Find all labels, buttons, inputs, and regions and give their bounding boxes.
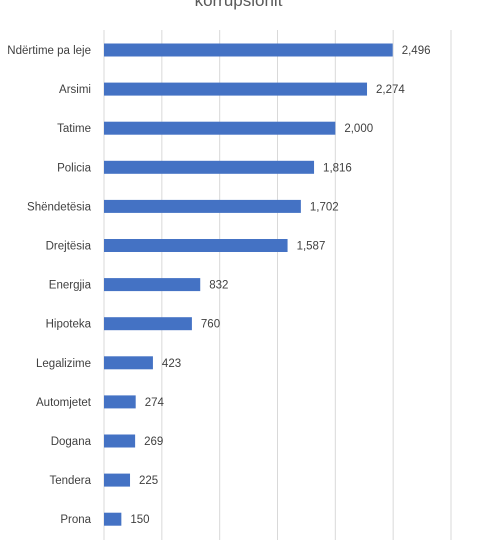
category-label: Prona <box>60 514 91 526</box>
bar <box>104 121 336 135</box>
value-label: 760 <box>201 319 220 331</box>
bar <box>104 82 368 96</box>
bar <box>104 160 315 174</box>
bar <box>104 43 393 57</box>
value-label: 2,496 <box>402 45 431 57</box>
chart-title: korrupsionit <box>194 0 283 10</box>
bar <box>104 278 201 292</box>
category-label: Dogana <box>51 436 92 448</box>
bar <box>104 473 131 487</box>
category-label: Hipoteka <box>46 319 92 331</box>
value-label: 1,702 <box>310 201 339 213</box>
value-label: 269 <box>144 436 163 448</box>
value-label: 274 <box>145 397 165 409</box>
category-label: Automjetet <box>36 397 92 409</box>
bar <box>104 356 153 370</box>
value-label: 1,587 <box>297 241 326 253</box>
category-label: Ndërtime pa leje <box>7 45 91 57</box>
category-label: Legalizime <box>36 358 91 370</box>
bar <box>104 434 136 448</box>
bar <box>104 317 192 331</box>
category-label: Arsimi <box>59 84 91 96</box>
bar <box>104 512 122 526</box>
category-label: Tatime <box>57 123 91 135</box>
value-label: 150 <box>130 514 149 526</box>
category-label: Energjia <box>49 280 92 292</box>
value-label: 225 <box>139 475 158 487</box>
category-label: Tendera <box>49 475 91 487</box>
value-label: 423 <box>162 358 181 370</box>
category-label: Drejtësia <box>46 241 92 253</box>
bar <box>104 239 288 252</box>
value-label: 2,000 <box>344 123 373 135</box>
bar <box>104 395 136 409</box>
value-labels: 2,496 2,274 2,000 1,816 1,702 1,587 832 760 423 2… <box>130 45 430 526</box>
gridlines <box>103 30 452 540</box>
value-label: 1,816 <box>323 162 352 174</box>
category-label: Policia <box>57 162 91 174</box>
bars <box>104 43 393 526</box>
value-label: 832 <box>209 280 228 292</box>
category-labels: Ndërtime pa leje Arsimi Tatime Policia Shënd… <box>7 45 92 526</box>
category-label: Shëndetësia <box>27 201 92 213</box>
bar <box>104 199 301 213</box>
value-label: 2,274 <box>376 84 405 96</box>
